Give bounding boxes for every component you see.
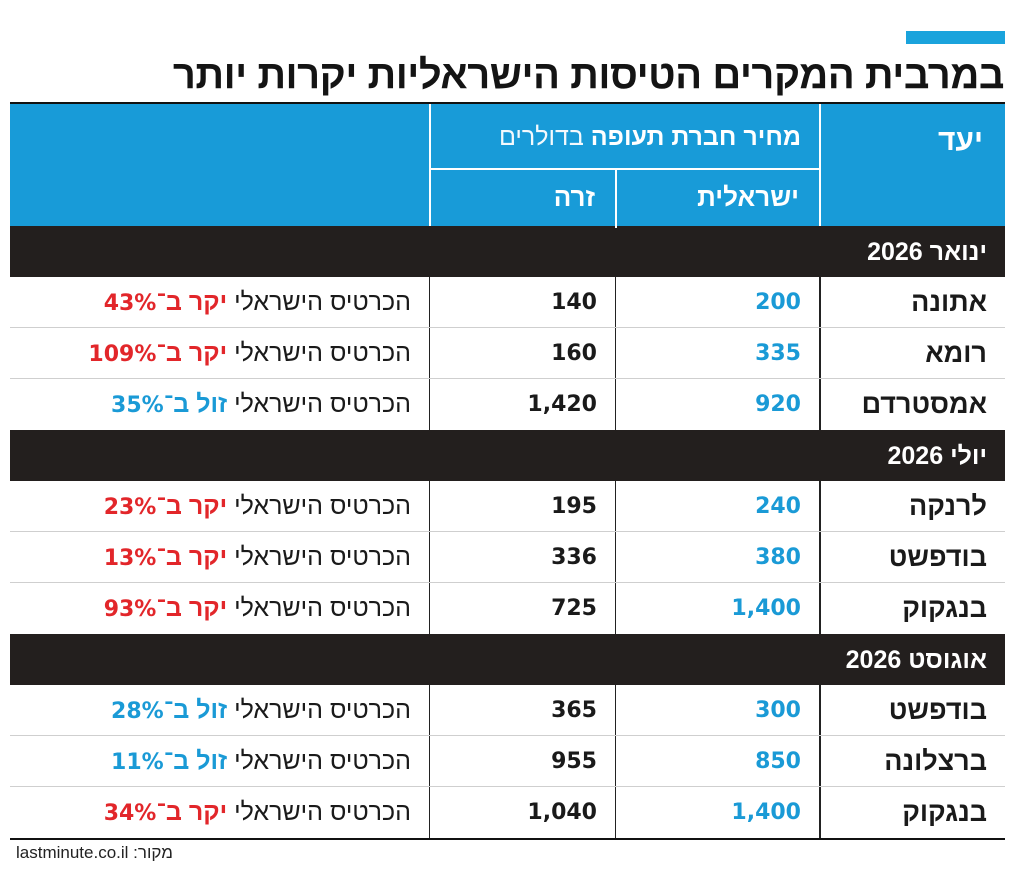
israeli-price-cell: 380 — [615, 532, 819, 582]
percent-value: 109% — [88, 342, 157, 367]
foreign-price-cell: 140 — [429, 277, 615, 327]
israeli-price-cell: 300 — [615, 685, 819, 735]
destination-cell: בנגקוק — [819, 787, 1005, 838]
note-prefix: הכרטיס הישראלי — [234, 798, 411, 826]
table-row: לרנקה 240 195 הכרטיס הישראלי יקר ב־23% — [10, 481, 1005, 532]
table-header: יעד מחיר חברת תעופה בדולרים ישראלית זרה — [10, 102, 1005, 228]
section-header: יולי 2026 — [10, 430, 1005, 481]
header-israeli-label: ישראלית — [697, 182, 799, 212]
note-prefix: הכרטיס הישראלי — [234, 696, 411, 724]
header-price-title: מחיר חברת תעופה בדולרים — [431, 104, 819, 170]
note-prefix: הכרטיס הישראלי — [234, 747, 411, 775]
header-price-group: מחיר חברת תעופה בדולרים ישראלית זרה — [429, 104, 819, 228]
percent-value: 93% — [103, 597, 157, 622]
header-foreign: זרה — [429, 170, 615, 228]
israeli-price-cell: 1,400 — [615, 583, 819, 634]
verdict-label: יקר ב־ — [156, 288, 228, 316]
foreign-price-cell: 1,420 — [429, 379, 615, 430]
verdict-label: יקר ב־ — [156, 543, 228, 571]
israeli-price-cell: 200 — [615, 277, 819, 327]
comparison-note: הכרטיס הישראלי יקר ב־43% — [10, 277, 429, 327]
foreign-price-cell: 955 — [429, 736, 615, 786]
note-prefix: הכרטיס הישראלי — [234, 288, 411, 316]
destination-cell: בודפשט — [819, 532, 1005, 582]
header-price-label: מחיר חברת תעופה — [590, 123, 801, 151]
section-header: ינואר 2026 — [10, 226, 1005, 277]
section-header: אוגוסט 2026 — [10, 634, 1005, 685]
comparison-note: הכרטיס הישראלי יקר ב־13% — [10, 532, 429, 582]
note-prefix: הכרטיס הישראלי — [234, 339, 411, 367]
header-price-unit: בדולרים — [498, 123, 584, 151]
destination-cell: אתונה — [819, 277, 1005, 327]
note-prefix: הכרטיס הישראלי — [234, 543, 411, 571]
foreign-price-cell: 336 — [429, 532, 615, 582]
israeli-price-cell: 920 — [615, 379, 819, 430]
comparison-note: הכרטיס הישראלי יקר ב־109% — [10, 328, 429, 378]
table-row: רומא 335 160 הכרטיס הישראלי יקר ב־109% — [10, 328, 1005, 379]
header-destination-label: יעד — [937, 124, 983, 157]
bottom-rule — [10, 838, 1005, 840]
comparison-note: הכרטיס הישראלי יקר ב־93% — [10, 583, 429, 634]
foreign-price-cell: 195 — [429, 481, 615, 531]
israeli-price-cell: 335 — [615, 328, 819, 378]
percent-value: 13% — [103, 546, 157, 571]
verdict-label: זול ב־ — [163, 747, 228, 775]
table-row: בודפשט 380 336 הכרטיס הישראלי יקר ב־13% — [10, 532, 1005, 583]
percent-value: 23% — [103, 495, 157, 520]
destination-cell: לרנקה — [819, 481, 1005, 531]
table-row: בנגקוק 1,400 1,040 הכרטיס הישראלי יקר ב־34% — [10, 787, 1005, 838]
table-row: בנגקוק 1,400 725 הכרטיס הישראלי יקר ב־93% — [10, 583, 1005, 634]
foreign-price-cell: 160 — [429, 328, 615, 378]
verdict-label: יקר ב־ — [156, 339, 228, 367]
comparison-note: הכרטיס הישראלי זול ב־35% — [10, 379, 429, 430]
comparison-note: הכרטיס הישראלי יקר ב־23% — [10, 481, 429, 531]
destination-cell: ברצלונה — [819, 736, 1005, 786]
header-destination: יעד — [819, 104, 1005, 226]
percent-value: 35% — [111, 393, 164, 418]
destination-cell: אמסטרדם — [819, 379, 1005, 430]
israeli-price-cell: 240 — [615, 481, 819, 531]
verdict-label: זול ב־ — [163, 390, 228, 418]
header-foreign-label: זרה — [553, 182, 595, 212]
price-table: יעד מחיר חברת תעופה בדולרים ישראלית זרה … — [10, 102, 1005, 840]
foreign-price-cell: 1,040 — [429, 787, 615, 838]
table-row: בודפשט 300 365 הכרטיס הישראלי זול ב־28% — [10, 685, 1005, 736]
header-israeli: ישראלית — [615, 170, 819, 228]
verdict-label: זול ב־ — [163, 696, 228, 724]
source-note: מקור: lastminute.co.il — [16, 843, 173, 862]
israeli-price-cell: 1,400 — [615, 787, 819, 838]
verdict-label: יקר ב־ — [156, 492, 228, 520]
destination-cell: בנגקוק — [819, 583, 1005, 634]
comparison-note: הכרטיס הישראלי יקר ב־34% — [10, 787, 429, 838]
foreign-price-cell: 365 — [429, 685, 615, 735]
foreign-price-cell: 725 — [429, 583, 615, 634]
table-row: אתונה 200 140 הכרטיס הישראלי יקר ב־43% — [10, 277, 1005, 328]
percent-value: 34% — [103, 801, 157, 826]
note-prefix: הכרטיס הישראלי — [234, 492, 411, 520]
chart-title: במרבית המקרים הטיסות הישראליות יקרות יות… — [172, 53, 1005, 97]
comparison-note: הכרטיס הישראלי זול ב־11% — [10, 736, 429, 786]
percent-value: 11% — [111, 750, 164, 775]
percent-value: 43% — [103, 291, 157, 316]
table-body: ינואר 2026 אתונה 200 140 הכרטיס הישראלי יקר … — [10, 226, 1005, 838]
note-prefix: הכרטיס הישראלי — [234, 390, 411, 418]
accent-bar — [906, 31, 1005, 44]
table-row: ברצלונה 850 955 הכרטיס הישראלי זול ב־11% — [10, 736, 1005, 787]
note-prefix: הכרטיס הישראלי — [234, 594, 411, 622]
israeli-price-cell: 850 — [615, 736, 819, 786]
destination-cell: בודפשט — [819, 685, 1005, 735]
destination-cell: רומא — [819, 328, 1005, 378]
verdict-label: יקר ב־ — [156, 594, 228, 622]
comparison-note: הכרטיס הישראלי זול ב־28% — [10, 685, 429, 735]
percent-value: 28% — [111, 699, 164, 724]
table-row: אמסטרדם 920 1,420 הכרטיס הישראלי זול ב־35% — [10, 379, 1005, 430]
verdict-label: יקר ב־ — [156, 798, 228, 826]
